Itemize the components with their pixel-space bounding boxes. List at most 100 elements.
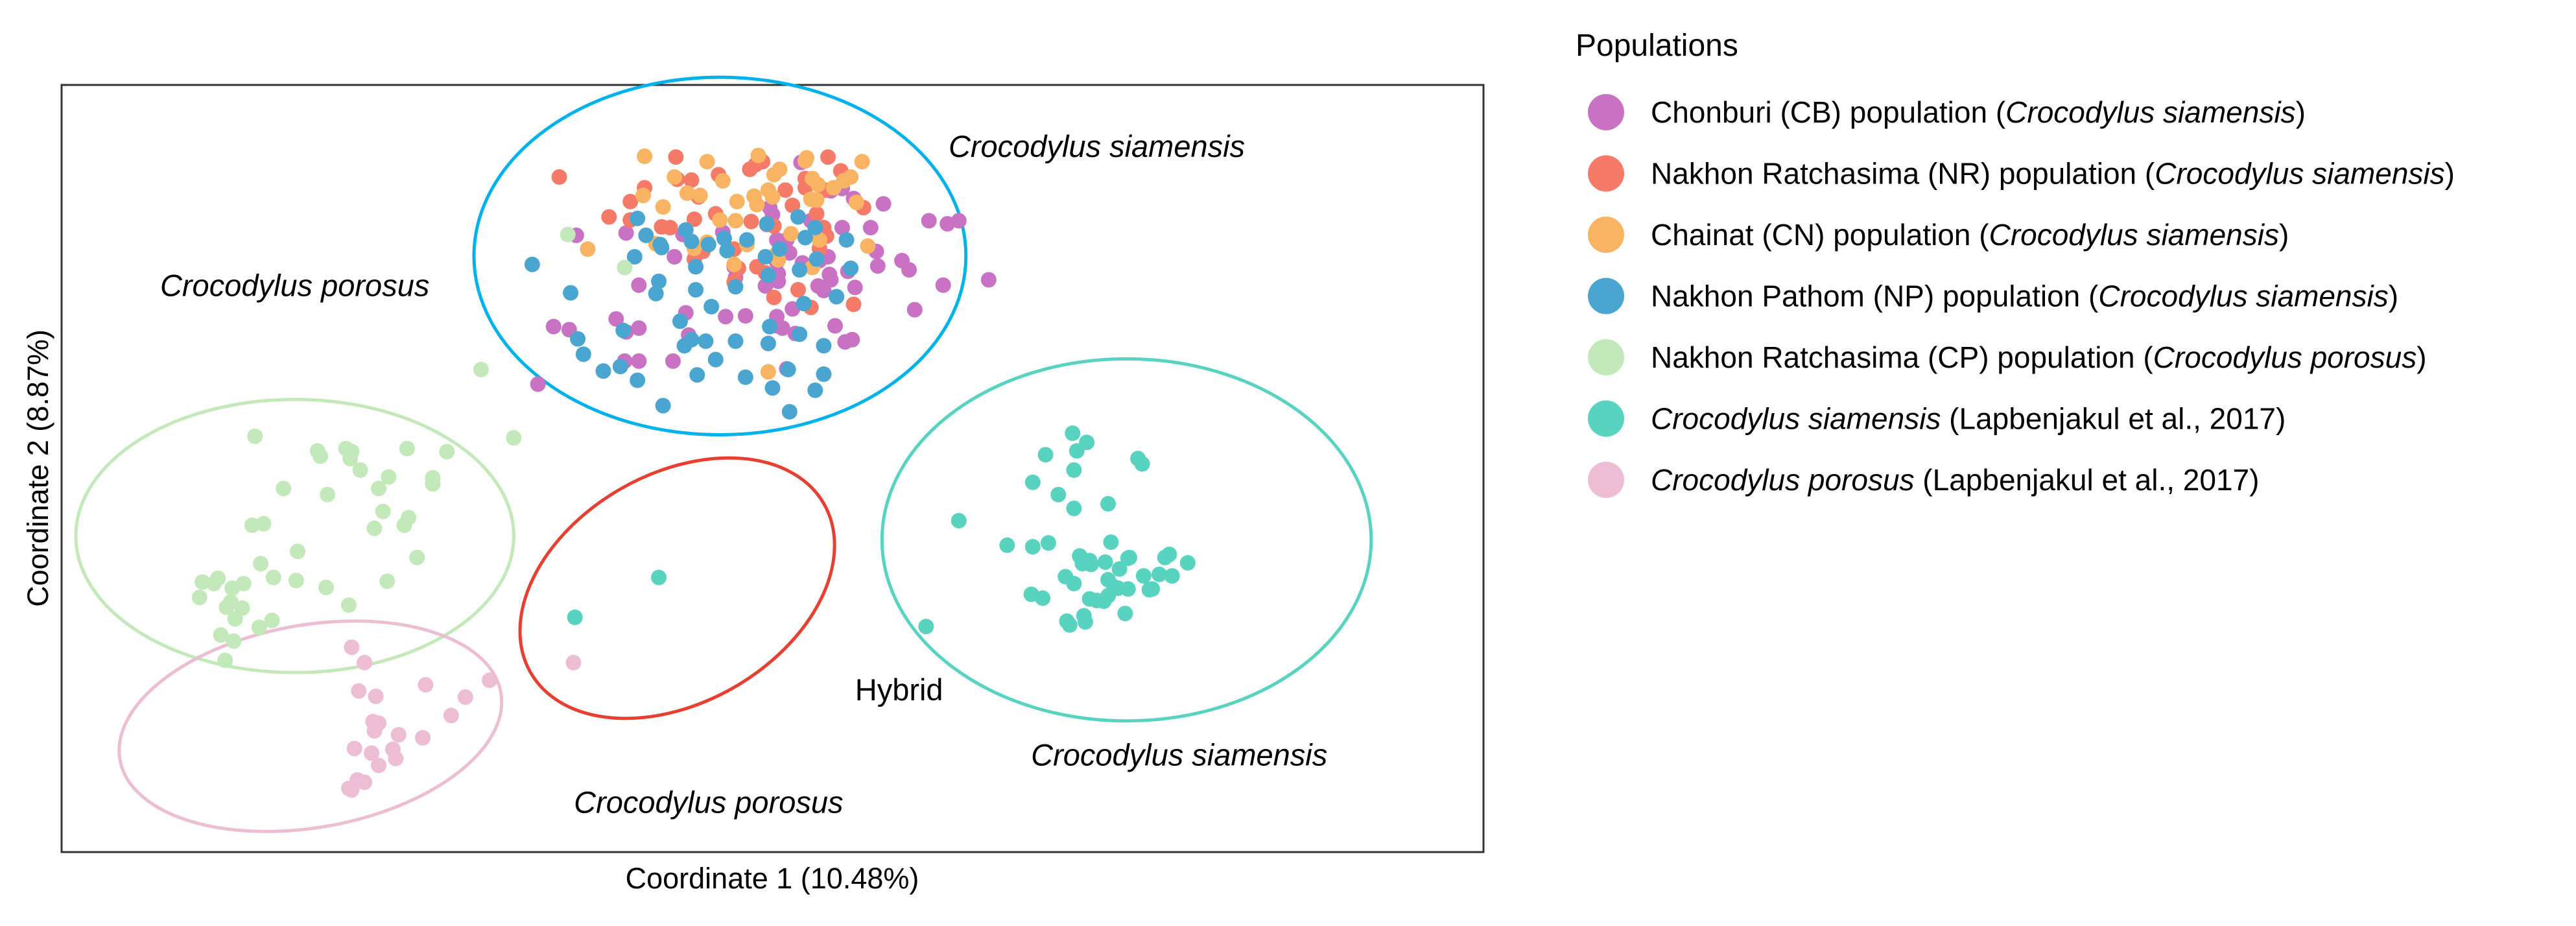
data-point-cp (352, 462, 368, 478)
data-point-np (524, 256, 540, 272)
data-point-cp (342, 451, 359, 467)
data-point-cp (381, 469, 397, 485)
data-point-cn (679, 185, 695, 201)
cluster-labels: Crocodylus siamensis Crocodylus porosus Hy… (160, 129, 1327, 819)
data-point-cn (712, 212, 728, 228)
legend-label-lcp: Crocodylus porosus (Lapbenjakul et al., … (1651, 463, 2259, 497)
legend-marker-cn (1588, 217, 1624, 253)
cluster-ellipse-2 (74, 398, 515, 674)
data-point-np (700, 237, 716, 253)
data-point-np (688, 281, 704, 298)
cluster-ellipse-1 (472, 75, 968, 436)
data-point-lcs (1050, 486, 1067, 503)
data-point-nr (601, 209, 617, 225)
data-point-nr (668, 149, 684, 165)
data-point-lcp (418, 677, 434, 693)
data-point-np (703, 298, 720, 315)
data-point-np (780, 361, 796, 377)
cluster-ellipse-4 (518, 456, 836, 720)
data-point-nr (551, 169, 567, 185)
data-point-cn (715, 172, 731, 189)
legend-item-lcs: Crocodylus siamensis (Lapbenjakul et al.… (1588, 400, 2286, 437)
data-point-cp (265, 569, 281, 586)
data-point-lcs (1097, 554, 1113, 570)
data-point-cb (834, 220, 850, 236)
data-point-lcs (1076, 608, 1092, 624)
data-point-cp (473, 361, 489, 377)
data-point-cp (247, 428, 263, 444)
data-point-cp (290, 543, 306, 560)
data-point-cn (799, 150, 815, 166)
data-point-cp (244, 517, 260, 534)
cluster-label-siamensis-top: Crocodylus siamensis (949, 129, 1245, 163)
data-point-lcs (1059, 613, 1075, 629)
data-point-cb (631, 353, 647, 369)
data-point-cp (617, 259, 633, 276)
data-point-cp (425, 476, 441, 492)
data-point-np (807, 220, 823, 236)
data-point-np (816, 366, 832, 382)
data-point-cb (901, 262, 917, 278)
data-point-np (612, 359, 628, 375)
data-point-cp (224, 580, 241, 597)
cluster-ellipse-5 (117, 619, 504, 833)
data-point-cp (206, 575, 222, 591)
data-point-np (672, 313, 688, 329)
data-point-np (739, 232, 755, 248)
data-point-np (843, 260, 859, 276)
data-point-np (676, 338, 692, 354)
data-point-lcp (565, 654, 582, 671)
data-point-cn (749, 196, 765, 213)
cluster-ellipse-3 (880, 357, 1373, 723)
data-point-nr (686, 211, 702, 228)
legend-label-cb: Chonburi (CB) population (Crocodylus sia… (1651, 95, 2306, 129)
data-point-np (816, 338, 832, 354)
data-point-np (809, 251, 825, 267)
data-point-lcp (388, 750, 404, 766)
data-point-lcs (1103, 534, 1119, 551)
cluster-ellipses (74, 75, 1373, 833)
data-point-lcp (346, 741, 362, 757)
cluster-label-porosus-left: Crocodylus porosus (160, 268, 429, 302)
data-point-nr (766, 289, 782, 305)
data-point-cp (234, 600, 250, 616)
data-point-np (575, 346, 591, 362)
data-point-cb (980, 272, 997, 288)
legend-item-cp: Nakhon Ratchasima (CP) population (Croco… (1588, 339, 2427, 375)
data-point-np (716, 230, 732, 246)
data-point-cn (825, 180, 842, 196)
data-point-cp (213, 627, 229, 643)
data-point-np (790, 209, 806, 225)
data-point-lcs (567, 610, 583, 626)
data-point-lcp (443, 707, 459, 724)
data-point-np (792, 326, 808, 342)
series-cp (191, 226, 633, 669)
data-point-cb (608, 311, 624, 327)
data-point-lcs (1024, 539, 1041, 555)
data-point-cn (809, 192, 825, 208)
legend-marker-nr (1588, 155, 1624, 192)
data-point-np (630, 372, 646, 388)
series-lcp (340, 639, 582, 798)
data-point-lcs (1024, 474, 1041, 490)
data-point-np (630, 210, 646, 226)
data-point-lcs (1111, 561, 1128, 577)
data-point-lcs (1141, 582, 1157, 598)
x-axis-label: Coordinate 1 (10.48%) (626, 862, 919, 895)
data-point-cn (729, 193, 745, 209)
data-point-np (727, 279, 744, 295)
data-point-lcs (951, 512, 967, 528)
legend-marker-cp (1588, 339, 1624, 375)
data-point-cb (921, 213, 937, 229)
legend-marker-np (1588, 278, 1624, 315)
data-point-lcs (1121, 549, 1137, 565)
legend-label-nr: Nakhon Ratchasima (NR) population (Croco… (1651, 157, 2455, 191)
data-point-np (838, 232, 855, 248)
data-point-cp (217, 652, 233, 669)
data-point-np (797, 230, 813, 246)
data-point-cb (667, 248, 683, 265)
data-point-cn (843, 169, 859, 185)
data-point-nr (845, 296, 862, 313)
data-point-cn (854, 154, 870, 170)
series-lcs (567, 425, 1196, 635)
